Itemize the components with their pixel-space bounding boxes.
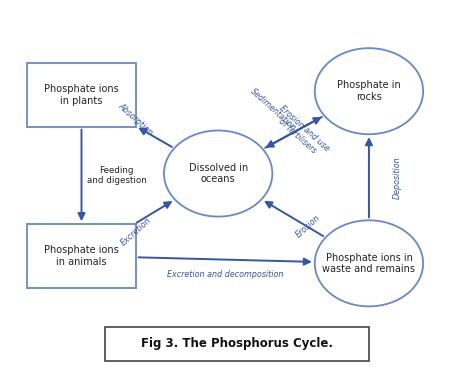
Text: Dissolved in
oceans: Dissolved in oceans [189,163,248,184]
FancyBboxPatch shape [105,327,369,361]
Text: Phosphate ions in
waste and remains: Phosphate ions in waste and remains [322,253,415,274]
Text: Phosphate ions
in animals: Phosphate ions in animals [44,245,119,267]
Circle shape [164,130,273,216]
Text: Excretion: Excretion [118,216,153,247]
Text: Absorption: Absorption [117,101,155,137]
Text: Phosphate ions
in plants: Phosphate ions in plants [44,84,119,106]
Text: Phosphate in
rocks: Phosphate in rocks [337,80,401,102]
Text: Deposition: Deposition [393,156,402,199]
Text: Sedimentation: Sedimentation [249,87,299,133]
Text: Feeding
and digestion: Feeding and digestion [87,166,147,185]
Text: Erosion: Erosion [294,213,322,239]
Text: Fig 3. The Phosphorus Cycle.: Fig 3. The Phosphorus Cycle. [141,337,333,350]
FancyBboxPatch shape [27,63,136,127]
Circle shape [315,48,423,134]
Circle shape [315,220,423,307]
Text: Erosion and use
of fertilisers: Erosion and use of fertilisers [271,104,331,161]
FancyBboxPatch shape [27,224,136,288]
Text: Excretion and decomposition: Excretion and decomposition [167,270,283,279]
